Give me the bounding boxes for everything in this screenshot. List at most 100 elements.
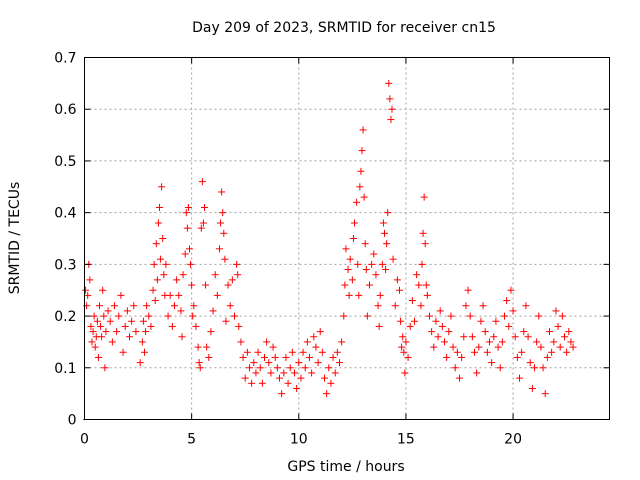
data-point — [111, 302, 118, 310]
data-point — [400, 348, 408, 356]
data-point — [426, 312, 433, 320]
data-point — [353, 198, 361, 206]
data-point — [99, 286, 107, 294]
data-point — [123, 307, 131, 315]
y-tick-label: 0.6 — [54, 102, 76, 118]
data-point — [385, 79, 393, 87]
data-point — [258, 379, 266, 387]
data-point — [213, 291, 221, 299]
data-point — [284, 379, 292, 387]
data-point — [310, 333, 318, 341]
data-point — [341, 281, 349, 289]
data-point — [158, 183, 166, 191]
data-point — [91, 343, 99, 351]
data-point — [224, 281, 232, 289]
data-point — [533, 338, 541, 346]
data-point — [293, 384, 301, 392]
data-point — [202, 281, 210, 289]
x-tick-label: 15 — [397, 432, 415, 448]
x-tick-label: 5 — [187, 432, 196, 448]
data-point — [498, 338, 506, 346]
data-point — [151, 297, 159, 305]
data-point — [145, 312, 153, 320]
data-point — [254, 348, 262, 356]
data-point — [528, 384, 536, 392]
x-tick-label: 0 — [80, 432, 89, 448]
data-point — [297, 374, 305, 382]
data-point — [486, 338, 493, 346]
data-point — [265, 359, 273, 367]
x-tick-label: 10 — [290, 432, 308, 448]
data-point — [338, 338, 346, 346]
data-point — [397, 317, 405, 325]
data-point — [379, 219, 387, 227]
data-point — [241, 374, 249, 382]
data-point — [346, 255, 354, 263]
data-point — [507, 286, 515, 294]
data-point — [387, 116, 395, 124]
data-point — [464, 286, 472, 294]
data-point — [357, 167, 365, 175]
data-point — [273, 364, 281, 372]
data-point — [108, 338, 116, 346]
data-point — [142, 328, 150, 336]
data-point — [548, 348, 556, 356]
data-point — [154, 219, 162, 227]
data-point — [136, 359, 144, 367]
data-point — [516, 374, 523, 382]
data-point — [404, 353, 412, 361]
data-point — [306, 353, 313, 361]
plot-frame — [84, 57, 610, 420]
data-point — [393, 276, 401, 284]
data-point — [147, 322, 155, 330]
data-point — [434, 333, 442, 341]
data-point — [115, 312, 123, 320]
data-point — [375, 322, 383, 330]
data-point — [201, 203, 208, 211]
data-point — [220, 229, 228, 237]
data-point — [168, 322, 176, 330]
data-point — [173, 276, 181, 284]
data-point — [421, 240, 429, 248]
data-point — [187, 260, 195, 268]
data-point — [391, 302, 399, 310]
data-point — [219, 209, 227, 217]
data-point — [179, 271, 187, 279]
data-point — [267, 369, 275, 377]
data-point — [458, 353, 466, 361]
y-tick-label: 0.1 — [54, 361, 76, 377]
data-point — [203, 343, 211, 351]
data-point — [233, 260, 241, 268]
data-point — [138, 338, 146, 346]
data-point — [556, 343, 564, 351]
data-point — [218, 188, 226, 196]
data-point — [211, 271, 219, 279]
data-point — [82, 286, 90, 294]
data-point — [175, 291, 183, 299]
data-point — [101, 364, 109, 372]
data-point — [354, 260, 362, 268]
data-point — [415, 281, 423, 289]
data-point — [184, 203, 192, 211]
data-point — [314, 359, 322, 367]
data-point — [349, 235, 357, 242]
data-point — [132, 328, 140, 336]
data-point — [141, 348, 148, 356]
data-point — [436, 307, 444, 315]
data-point — [189, 312, 197, 320]
data-point — [221, 255, 229, 263]
data-point — [126, 333, 133, 341]
data-point — [509, 307, 517, 315]
data-point — [471, 348, 478, 356]
data-point — [348, 276, 356, 284]
data-point — [361, 240, 369, 248]
data-point — [419, 229, 427, 237]
data-point — [197, 224, 205, 232]
data-point — [546, 328, 553, 336]
data-point — [186, 245, 193, 253]
data-point — [159, 235, 167, 242]
data-point — [522, 302, 530, 310]
data-point — [182, 209, 190, 217]
data-point — [494, 343, 502, 351]
